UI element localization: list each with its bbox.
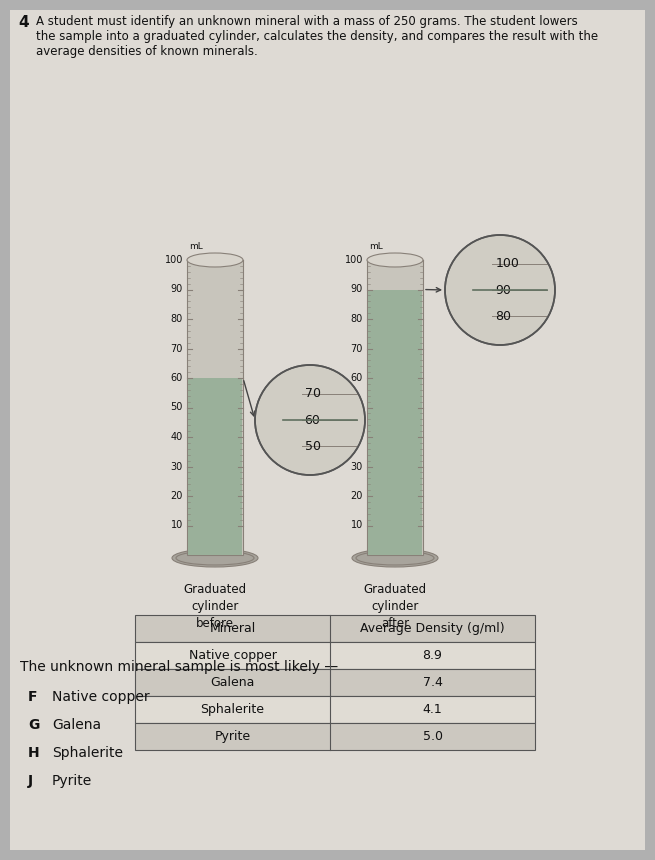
- Text: 80: 80: [496, 310, 512, 322]
- Text: 50: 50: [305, 439, 320, 452]
- Text: mL: mL: [189, 242, 203, 251]
- Text: 4.1: 4.1: [422, 703, 442, 716]
- Text: 40: 40: [171, 432, 183, 442]
- Text: 60: 60: [305, 414, 320, 427]
- Text: Sphalerite: Sphalerite: [200, 703, 265, 716]
- Text: 100: 100: [345, 255, 363, 265]
- Text: average densities of known minerals.: average densities of known minerals.: [36, 45, 258, 58]
- Text: mL: mL: [369, 242, 383, 251]
- Text: J: J: [28, 774, 33, 788]
- Text: 8.9: 8.9: [422, 649, 442, 662]
- Text: 90: 90: [171, 285, 183, 294]
- Text: 60: 60: [350, 373, 363, 383]
- Text: Pyrite: Pyrite: [52, 774, 92, 788]
- Text: Average Density (g/ml): Average Density (g/ml): [360, 622, 505, 635]
- Circle shape: [445, 235, 555, 345]
- Text: 30: 30: [350, 462, 363, 471]
- Bar: [368, 290, 422, 555]
- Ellipse shape: [356, 551, 434, 565]
- Ellipse shape: [352, 549, 438, 567]
- Text: 80: 80: [350, 314, 363, 324]
- Text: Mineral: Mineral: [210, 622, 255, 635]
- Bar: [135, 642, 535, 669]
- Ellipse shape: [172, 549, 258, 567]
- Text: Graduated
cylinder
before: Graduated cylinder before: [183, 583, 246, 630]
- Text: 30: 30: [171, 462, 183, 471]
- Text: H: H: [28, 746, 39, 760]
- Text: 50: 50: [350, 402, 363, 413]
- Bar: [135, 615, 535, 642]
- Bar: [135, 723, 535, 750]
- Ellipse shape: [176, 551, 254, 565]
- Text: 100: 100: [496, 257, 519, 270]
- Text: 10: 10: [350, 520, 363, 531]
- Text: 70: 70: [305, 387, 320, 401]
- Text: Pyrite: Pyrite: [214, 730, 251, 743]
- Text: G: G: [28, 718, 39, 732]
- Text: 40: 40: [350, 432, 363, 442]
- Ellipse shape: [187, 253, 243, 267]
- Text: 70: 70: [350, 343, 363, 353]
- Text: 80: 80: [171, 314, 183, 324]
- Text: 90: 90: [496, 284, 512, 297]
- Ellipse shape: [367, 253, 423, 267]
- Text: 10: 10: [171, 520, 183, 531]
- Text: 100: 100: [164, 255, 183, 265]
- Text: Graduated
cylinder
after: Graduated cylinder after: [364, 583, 426, 630]
- Bar: [188, 378, 242, 555]
- Text: A student must identify an unknown mineral with a mass of 250 grams. The student: A student must identify an unknown miner…: [36, 15, 578, 28]
- Text: 70: 70: [170, 343, 183, 353]
- Bar: [135, 696, 535, 723]
- Text: F: F: [28, 690, 37, 704]
- Text: Galena: Galena: [210, 676, 255, 689]
- Text: the sample into a graduated cylinder, calculates the density, and compares the r: the sample into a graduated cylinder, ca…: [36, 30, 598, 43]
- Bar: [367, 260, 423, 555]
- Text: 4: 4: [18, 15, 29, 30]
- Bar: [135, 669, 535, 696]
- Text: Galena: Galena: [52, 718, 101, 732]
- Text: Native copper: Native copper: [189, 649, 276, 662]
- Text: Sphalerite: Sphalerite: [52, 746, 123, 760]
- Bar: [187, 260, 243, 555]
- Text: 50: 50: [170, 402, 183, 413]
- Text: 60: 60: [171, 373, 183, 383]
- Text: 7.4: 7.4: [422, 676, 442, 689]
- Text: 90: 90: [350, 285, 363, 294]
- Text: The unknown mineral sample is most likely —: The unknown mineral sample is most likel…: [20, 660, 338, 674]
- Text: Native copper: Native copper: [52, 690, 149, 704]
- Text: 20: 20: [170, 491, 183, 501]
- Text: 20: 20: [350, 491, 363, 501]
- Text: 5.0: 5.0: [422, 730, 443, 743]
- Circle shape: [255, 365, 365, 475]
